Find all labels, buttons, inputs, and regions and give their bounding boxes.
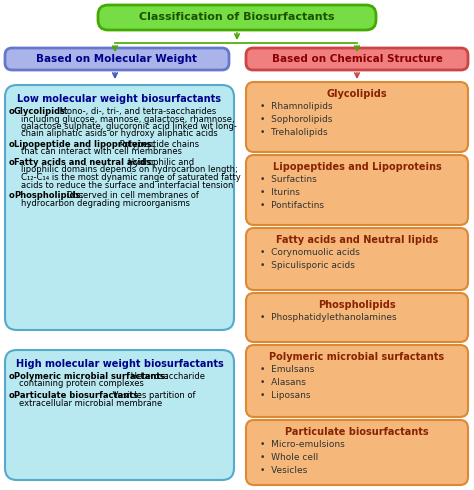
Text: Glycolipids: Glycolipids: [327, 89, 387, 99]
Text: •  Emulsans: • Emulsans: [260, 365, 314, 374]
Text: Fatty acids and neutral acids:: Fatty acids and neutral acids:: [14, 158, 155, 167]
Text: Polypeptide chains: Polypeptide chains: [117, 140, 199, 149]
Text: •  Spiculisporic acids: • Spiculisporic acids: [260, 261, 355, 270]
FancyBboxPatch shape: [246, 82, 468, 152]
FancyBboxPatch shape: [5, 85, 234, 330]
Text: o: o: [9, 391, 15, 400]
Text: that can interact with cell membranes: that can interact with cell membranes: [21, 147, 182, 156]
Text: Fatty acids and Neutral lipids: Fatty acids and Neutral lipids: [276, 235, 438, 245]
Text: Based on Chemical Structure: Based on Chemical Structure: [272, 54, 442, 64]
Text: Phospholipids:: Phospholipids:: [14, 191, 84, 200]
Text: Polymeric microbial surfactants: Polymeric microbial surfactants: [269, 352, 445, 362]
Text: High molecular weight biosurfactants: High molecular weight biosurfactants: [16, 359, 223, 369]
FancyBboxPatch shape: [246, 420, 468, 485]
Text: Mono-, di-, tri-, and tetra-saccharides: Mono-, di-, tri-, and tetra-saccharides: [56, 107, 216, 116]
Text: hydrocarbon degrading microorganisms: hydrocarbon degrading microorganisms: [21, 198, 190, 207]
Text: including glucose, mannose, galactose, rhamnose,: including glucose, mannose, galactose, r…: [21, 115, 235, 123]
Text: lipophilic domains depends on hydrocarbon length;: lipophilic domains depends on hydrocarbo…: [21, 166, 238, 174]
Text: extracellular microbial membrane: extracellular microbial membrane: [19, 398, 162, 408]
Text: Lipopeptides and Lipoproteins: Lipopeptides and Lipoproteins: [273, 162, 441, 172]
FancyBboxPatch shape: [98, 5, 376, 30]
Text: •  Pontifactins: • Pontifactins: [260, 201, 324, 210]
Text: Vesicles partition of: Vesicles partition of: [110, 391, 195, 400]
FancyBboxPatch shape: [246, 345, 468, 417]
Text: Polymeric microbial surfactants:: Polymeric microbial surfactants:: [14, 372, 169, 381]
Text: C₁₂-C₁₄ is the most dynamic range of saturated fatty: C₁₂-C₁₄ is the most dynamic range of sat…: [21, 173, 241, 182]
Text: Lipopeptide and lipoproteins:: Lipopeptide and lipoproteins:: [14, 140, 155, 149]
Text: •  Corynomuolic acids: • Corynomuolic acids: [260, 248, 360, 257]
Text: •  Liposans: • Liposans: [260, 391, 310, 400]
FancyBboxPatch shape: [246, 293, 468, 342]
Text: •  Phosphatidylethanolamines: • Phosphatidylethanolamines: [260, 313, 397, 322]
Text: acids to reduce the surface and interfacial tension: acids to reduce the surface and interfac…: [21, 180, 233, 190]
FancyBboxPatch shape: [246, 155, 468, 225]
Text: Hydrophilic and: Hydrophilic and: [120, 158, 195, 167]
Text: Observed in cell membranes of: Observed in cell membranes of: [64, 191, 199, 200]
Text: •  Vesicles: • Vesicles: [260, 466, 307, 475]
Text: •  Whole cell: • Whole cell: [260, 453, 318, 462]
FancyBboxPatch shape: [246, 48, 468, 70]
FancyBboxPatch shape: [246, 228, 468, 290]
Text: Glycolipids:: Glycolipids:: [14, 107, 69, 116]
Text: •  Trehalolipids: • Trehalolipids: [260, 128, 328, 137]
Text: Particulate biosurfactants:: Particulate biosurfactants:: [14, 391, 142, 400]
Text: Heterosaccharide: Heterosaccharide: [128, 372, 205, 381]
Text: o: o: [9, 158, 15, 167]
Text: galactose sulphate, glucoronic acid linked wit long-: galactose sulphate, glucoronic acid link…: [21, 122, 237, 131]
Text: o: o: [9, 140, 15, 149]
Text: Particulate biosurfactants: Particulate biosurfactants: [285, 427, 429, 437]
Text: o: o: [9, 191, 15, 200]
Text: o: o: [9, 372, 15, 381]
Text: •  Surfactins: • Surfactins: [260, 175, 317, 184]
Text: containing protein complexes: containing protein complexes: [19, 379, 144, 389]
Text: Classification of Biosurfactants: Classification of Biosurfactants: [139, 13, 335, 23]
Text: •  Iturins: • Iturins: [260, 188, 300, 197]
Text: o: o: [9, 107, 15, 116]
Text: Phospholipids: Phospholipids: [318, 300, 396, 310]
Text: •  Sophorolipids: • Sophorolipids: [260, 115, 332, 124]
Text: •  Rhamnolipids: • Rhamnolipids: [260, 102, 333, 111]
FancyBboxPatch shape: [5, 350, 234, 480]
Text: •  Alasans: • Alasans: [260, 378, 306, 387]
Text: Based on Molecular Weight: Based on Molecular Weight: [36, 54, 198, 64]
Text: Low molecular weight biosurfactants: Low molecular weight biosurfactants: [18, 94, 221, 104]
Text: •  Micro-emulsions: • Micro-emulsions: [260, 440, 345, 449]
FancyBboxPatch shape: [5, 48, 229, 70]
Text: chain aliphatic asids or hydroxy aliphatic acids: chain aliphatic asids or hydroxy aliphat…: [21, 129, 218, 139]
